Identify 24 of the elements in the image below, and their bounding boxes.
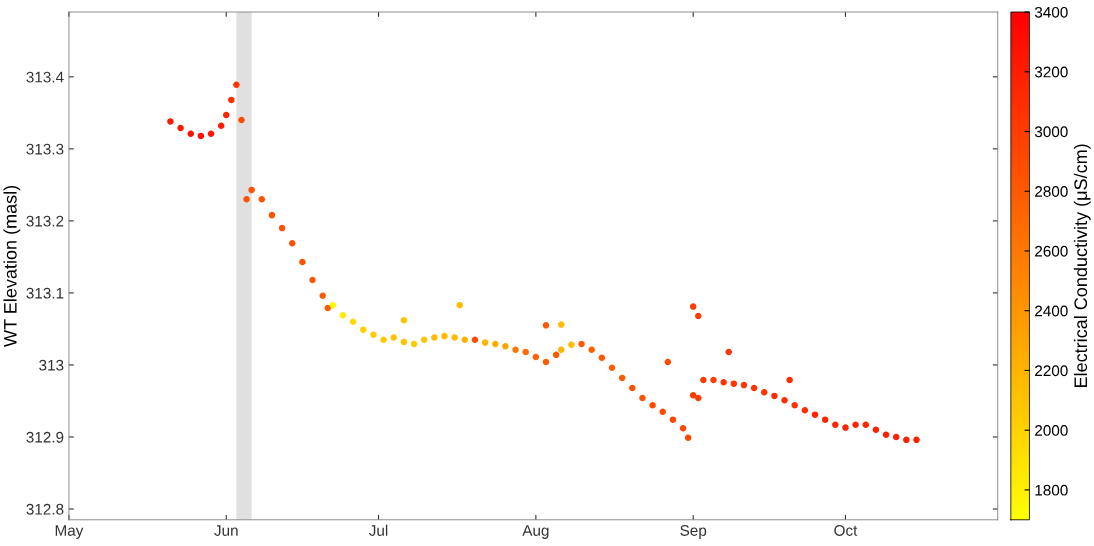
x-tick-label: May xyxy=(55,525,84,539)
x-tick-label: Jul xyxy=(369,524,388,536)
x-tick-label: Jun xyxy=(214,525,238,536)
x-tick-label: Sep xyxy=(680,525,707,539)
color-bar-title: Electrical Conductivity (μS/cm) xyxy=(1073,144,1091,388)
y-tick-label: 313.2 xyxy=(26,215,64,227)
color-bar-label: 2400 xyxy=(1035,305,1068,317)
y-tick-label: 312.8 xyxy=(26,503,64,515)
x-tick-label: Aug xyxy=(522,525,549,539)
y-tick-label: 313.4 xyxy=(26,71,64,83)
y-tick-label: 313.3 xyxy=(26,143,64,155)
color-bar-label: 3200 xyxy=(1034,66,1068,78)
color-bar-label: 2800 xyxy=(1035,186,1068,197)
y-tick-label: 312.9 xyxy=(26,431,64,443)
color-bar-label: 3400 xyxy=(1034,6,1068,18)
color-bar-label: 3000 xyxy=(1034,126,1068,138)
x-tick-label: Oct xyxy=(834,525,858,536)
y-tick-label: 313.1 xyxy=(26,287,64,299)
color-bar-label: 1800 xyxy=(1035,484,1068,496)
y-axis-title: WT Elevation (masl) xyxy=(3,185,21,347)
color-bar-label: 2200 xyxy=(1035,365,1068,377)
color-bar-label: 2000 xyxy=(1035,425,1068,436)
y-tick-label: 313 xyxy=(39,359,64,371)
color-bar-label: 2600 xyxy=(1035,245,1068,257)
